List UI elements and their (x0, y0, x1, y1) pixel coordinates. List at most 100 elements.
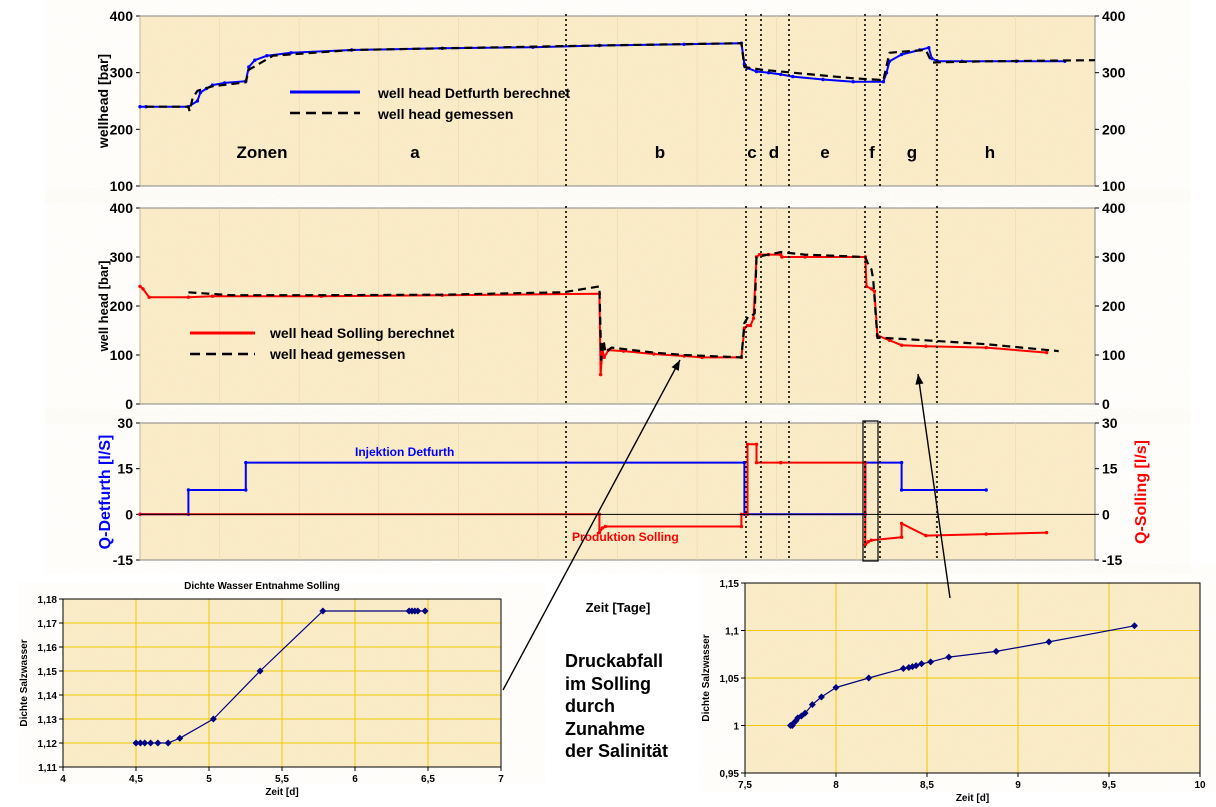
y-tick-label: 1,18 (38, 595, 58, 606)
series-marker (600, 526, 605, 530)
x-tick-label: 9 (1015, 780, 1021, 791)
x-tick-label: 9,5 (1102, 780, 1116, 791)
y-axis-title-right: Q-Solling [l/s] (1133, 440, 1150, 544)
y-tick-label-right: -15 (1102, 552, 1122, 568)
data-marker (164, 739, 172, 747)
y-tick-label: 1,17 (38, 619, 58, 630)
series-marker (1044, 530, 1049, 535)
series-marker (244, 488, 248, 492)
zone-label: b (655, 143, 665, 162)
x-tick-label: 8,5 (920, 780, 934, 791)
annotation-injektion: Injektion Detfurth (355, 445, 454, 459)
series-marker (754, 69, 759, 74)
y-axis-title: wellhead [bar] (95, 54, 111, 149)
data-marker (209, 715, 217, 723)
zone-lines-and-arrows (502, 14, 951, 691)
series-marker (754, 442, 759, 446)
series-marker (899, 488, 904, 492)
series-marker (247, 65, 251, 69)
y-tick-label-right: 400 (1102, 8, 1126, 24)
series-marker (195, 99, 200, 103)
time-axis-label: Zeit [Tage] (586, 600, 651, 615)
series-marker (863, 543, 867, 547)
x-tick-label: 4 (60, 774, 66, 785)
series-marker (138, 284, 142, 289)
series-marker (872, 289, 877, 293)
data-marker (1130, 622, 1138, 630)
series-marker (621, 349, 626, 353)
zone-label: d (769, 143, 779, 162)
series-marker (984, 345, 988, 350)
series-line (146, 42, 1096, 113)
data-marker (912, 662, 920, 670)
series-marker (899, 343, 904, 347)
y-tick-label: 1,12 (38, 739, 58, 750)
data-marker (808, 701, 816, 709)
series-marker (924, 533, 928, 538)
y-tick-label-right: 100 (1102, 178, 1126, 194)
series-marker (138, 105, 142, 109)
series-marker (924, 344, 928, 348)
legend-label: well head Detfurth berechnet (377, 85, 570, 101)
y-tick-label-right: 200 (1102, 298, 1126, 314)
series-marker (766, 71, 771, 75)
note-line: durch (565, 696, 616, 716)
y-axis-title: well head [bar] (96, 260, 111, 352)
series-marker (265, 54, 269, 58)
series-marker (779, 460, 783, 465)
series-marker (930, 56, 934, 61)
highlight-box (862, 420, 879, 562)
y-tick-label-right: 0 (1102, 506, 1110, 522)
zone-label: Zonen (237, 143, 288, 162)
arrow-right (917, 373, 951, 599)
note-line: Druckabfall (565, 651, 664, 671)
y-tick-label-left: 300 (110, 249, 134, 265)
data-marker (132, 739, 140, 747)
x-tick-label: 5 (206, 774, 212, 785)
series-marker (899, 52, 904, 57)
y-tick-label-right: 300 (1102, 249, 1126, 265)
series-marker (899, 535, 904, 539)
series-marker (210, 294, 215, 298)
zone-label: f (869, 143, 875, 162)
y-tick-label-left: 200 (110, 298, 134, 314)
series-marker (881, 80, 886, 84)
data-marker (865, 674, 873, 682)
y-tick-label-left: 400 (110, 8, 134, 24)
data-marker (421, 607, 429, 615)
x-tick-label: 7 (498, 774, 504, 785)
density-chart-right: 7,5 8 8,5 9 9,5 10 0,95 1 1,05 1,1 1,15 Zeit [d] Dic… (701, 579, 1206, 804)
y-tick-label-left: 30 (117, 415, 133, 431)
data-marker (154, 739, 162, 747)
series-marker (1044, 350, 1049, 355)
y-tick-label: 1,16 (38, 643, 58, 654)
density-chart-left: 4 4,5 5 5,5 6 6,5 7 1,11 1,12 1,13 1,14 1,15 1,16 1,1… (19, 581, 504, 798)
wellhead-detfurth-panel: 100 100 200 200 300 300 400 400 wellhead [bar] we… (95, 8, 1126, 194)
series-marker (927, 46, 931, 50)
note-line: der Salinität (565, 741, 669, 761)
y-tick-label: 1,05 (720, 674, 740, 685)
series-marker (757, 252, 762, 257)
series-line (188, 251, 1059, 361)
y-axis-title-left: Q-Detfurth [l/S] (97, 435, 114, 550)
series-marker (779, 72, 783, 77)
zone-label: h (985, 143, 995, 162)
series-marker (984, 532, 988, 536)
data-marker (319, 607, 327, 615)
data-marker (147, 739, 155, 747)
zone-label: e (820, 143, 829, 162)
y-tick-label-right: 100 (1102, 347, 1126, 363)
y-tick-label-right: 15 (1102, 461, 1118, 477)
y-tick-label-right: 30 (1102, 415, 1118, 431)
annotation-produktion: Produktion Solling (572, 530, 679, 544)
data-marker (945, 653, 953, 661)
series-marker (866, 540, 870, 544)
series-marker (745, 442, 750, 446)
series-marker (602, 355, 606, 360)
data-marker (899, 665, 907, 672)
series-marker (186, 488, 191, 492)
data-marker (832, 684, 840, 691)
series-marker (652, 352, 656, 356)
y-tick-label-left: 100 (110, 178, 134, 194)
